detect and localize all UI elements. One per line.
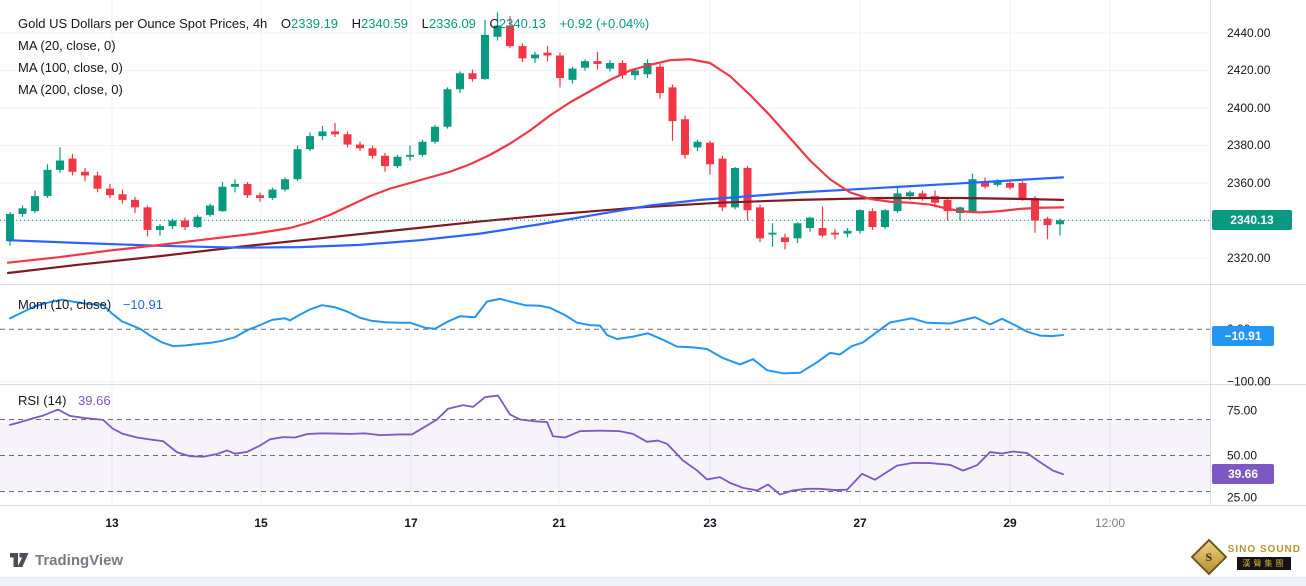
svg-text:2400.00: 2400.00: [1227, 101, 1271, 115]
current-price-badge: 2340.13: [1212, 210, 1292, 230]
rsi-label: RSI (14): [18, 393, 67, 408]
ohlc-high-label: H: [351, 16, 362, 31]
svg-text:23: 23: [703, 516, 717, 530]
rsi-axis-labels: 75.00 50.00 25.00: [1227, 404, 1257, 505]
watermark-subtitle: 漢聲集團: [1237, 557, 1292, 570]
ohlc-close-value: 2340.13: [498, 16, 546, 31]
svg-text:27: 27: [853, 516, 867, 530]
sino-sound-logo-icon: S: [1190, 538, 1228, 576]
ohlc-open-label: O: [280, 16, 292, 31]
svg-text:13: 13: [105, 516, 119, 530]
svg-text:25.00: 25.00: [1227, 491, 1257, 505]
time-axis-labels: 13 15 17 21 23 27 29 12:00: [105, 516, 1125, 530]
symbol-title-row[interactable]: Gold US Dollars per Ounce Spot Prices, 4…: [18, 13, 649, 35]
price-axis[interactable]: [1210, 0, 1306, 505]
svg-text:12:00: 12:00: [1095, 516, 1125, 530]
watermark-title: SINO SOUND: [1227, 544, 1301, 555]
svg-text:17: 17: [404, 516, 418, 530]
overlay-1000-line: [6, 176, 1065, 249]
svg-text:75.00: 75.00: [1227, 404, 1257, 418]
rsi-legend-row[interactable]: RSI (14) 39.66: [18, 393, 111, 408]
ohlc-low-label: L: [421, 16, 429, 31]
tradingview-logo-icon: [10, 553, 29, 567]
ohlc-high-value: 2340.59: [361, 16, 409, 31]
ma200-legend-row[interactable]: MA (200, close, 0): [18, 82, 123, 97]
svg-text:2320.00: 2320.00: [1227, 251, 1271, 265]
svg-text:29: 29: [1003, 516, 1017, 530]
tradingview-attribution[interactable]: TradingView: [10, 552, 123, 569]
rsi-band: [0, 419, 1210, 492]
momentum-value-badge: −10.91: [1212, 326, 1274, 346]
tradingview-label: TradingView: [35, 552, 124, 569]
symbol-title: Gold US Dollars per Ounce Spot Prices, 4…: [18, 16, 268, 31]
ohlc-low-value: 2336.09: [428, 16, 476, 31]
bottom-scroll-strip: [0, 577, 1306, 586]
ma20-legend-row[interactable]: MA (20, close, 0): [18, 38, 116, 53]
momentum-line: [9, 297, 1064, 375]
svg-text:2360.00: 2360.00: [1227, 176, 1271, 190]
svg-text:2420.00: 2420.00: [1227, 63, 1271, 77]
overlay-2000-line: [6, 196, 1065, 275]
svg-text:2380.00: 2380.00: [1227, 138, 1271, 152]
svg-text:2440.00: 2440.00: [1227, 26, 1271, 40]
svg-text:15: 15: [254, 516, 268, 530]
legend: Gold US Dollars per Ounce Spot Prices, 4…: [18, 13, 649, 101]
svg-text:−100.00: −100.00: [1227, 375, 1271, 389]
sino-sound-watermark: S SINO SOUND 漢聲集團: [1190, 538, 1301, 576]
rsi-line: [9, 394, 1064, 496]
chart-canvas[interactable]: 2440.00 2420.00 2400.00 2380.00 2360.00 2320.…: [0, 0, 1306, 545]
momentum-label: Mom (10, close): [18, 297, 112, 312]
panel-dividers: [0, 0, 1306, 506]
ma-lines: [6, 58, 1065, 275]
ma100-legend-row[interactable]: MA (100, close, 0): [18, 60, 123, 75]
rsi-value: 39.66: [78, 393, 111, 408]
ohlc-open-value: 2339.19: [291, 16, 339, 31]
svg-text:50.00: 50.00: [1227, 449, 1257, 463]
svg-text:21: 21: [552, 516, 566, 530]
candles: [6, 12, 1064, 250]
ohlc-change-value: +0.92 (+0.04%): [559, 16, 650, 31]
overlay-200-line: [6, 58, 1065, 264]
time-axis[interactable]: [0, 505, 1306, 545]
rsi-value-badge: 39.66: [1212, 464, 1274, 484]
momentum-legend-row[interactable]: Mom (10, close) −10.91: [18, 297, 163, 312]
ohlc-close-label: C: [489, 16, 499, 31]
price-axis-labels: 2440.00 2420.00 2400.00 2380.00 2360.00 2320.…: [1227, 26, 1271, 265]
momentum-value: −10.91: [122, 297, 163, 312]
